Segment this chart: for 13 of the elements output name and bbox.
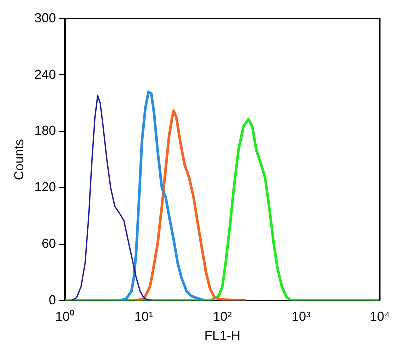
y-axis-title: Counts [11,138,26,180]
y-tick-label: 240 [34,66,56,82]
y-tick-label: 0 [49,292,56,308]
x-axis-title: FL1-H [204,328,241,343]
y-tick-label: 60 [42,236,56,251]
x-tick-label: 10² [213,309,233,324]
y-tick-label: 180 [34,123,56,138]
x-tick-label: 10¹ [134,309,154,324]
y-tick-label: 300 [34,10,56,26]
x-tick-label: 10³ [292,309,312,324]
x-tick-label: 10⁴ [370,309,390,324]
x-tick-label: 10⁰ [56,309,76,324]
y-tick-label: 120 [34,180,56,195]
